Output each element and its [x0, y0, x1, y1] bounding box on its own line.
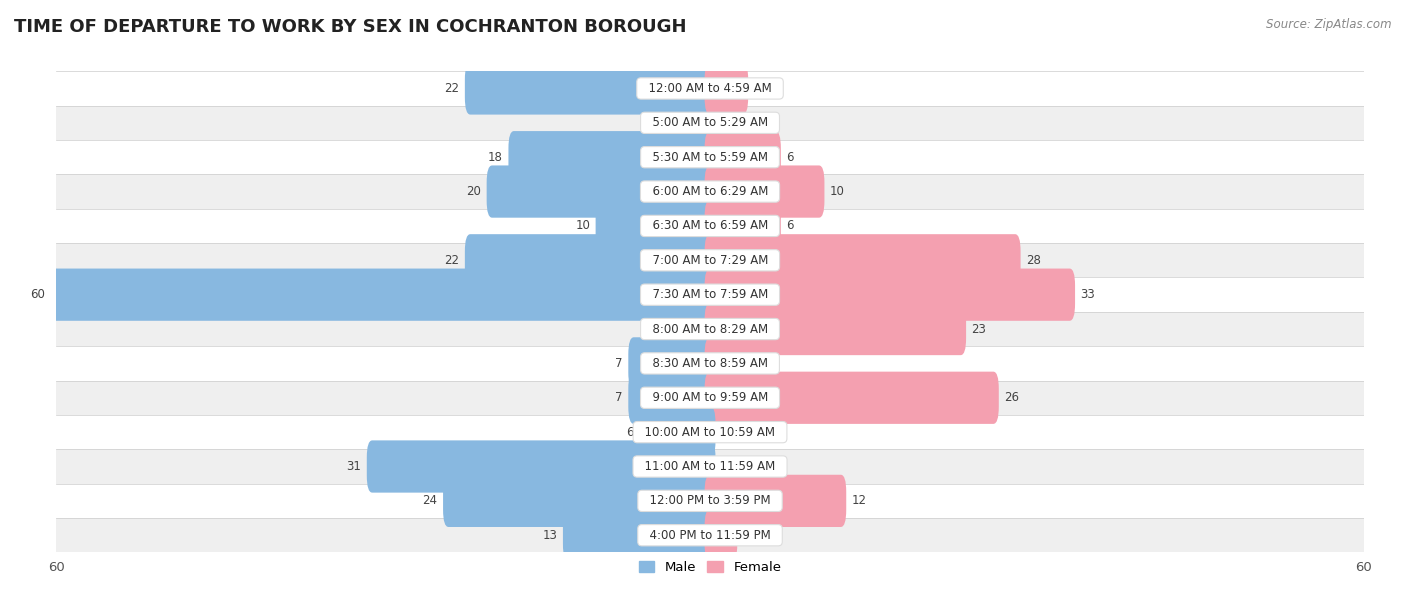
Legend: Male, Female: Male, Female — [633, 556, 787, 580]
Text: 6: 6 — [626, 426, 634, 438]
Bar — [56, 140, 1364, 175]
Text: 11:00 AM to 11:59 AM: 11:00 AM to 11:59 AM — [637, 460, 783, 473]
Text: 23: 23 — [972, 323, 987, 336]
Text: 7:30 AM to 7:59 AM: 7:30 AM to 7:59 AM — [645, 288, 775, 301]
Text: 10: 10 — [830, 185, 845, 198]
Text: 6:00 AM to 6:29 AM: 6:00 AM to 6:29 AM — [644, 185, 776, 198]
Text: 13: 13 — [543, 529, 558, 542]
Text: 24: 24 — [423, 494, 437, 507]
Bar — [56, 346, 1364, 381]
Text: 60: 60 — [31, 288, 45, 301]
Text: 8:00 AM to 8:29 AM: 8:00 AM to 8:29 AM — [645, 323, 775, 336]
Bar — [56, 312, 1364, 346]
Bar — [56, 71, 1364, 106]
Text: 12: 12 — [852, 494, 866, 507]
FancyBboxPatch shape — [704, 62, 748, 115]
Bar — [56, 518, 1364, 552]
Text: 33: 33 — [1080, 288, 1095, 301]
Bar — [56, 484, 1364, 518]
Text: 12:00 PM to 3:59 PM: 12:00 PM to 3:59 PM — [643, 494, 778, 507]
Text: 12:00 AM to 4:59 AM: 12:00 AM to 4:59 AM — [641, 82, 779, 95]
Text: 10: 10 — [575, 219, 591, 232]
FancyBboxPatch shape — [704, 166, 824, 217]
Text: 3: 3 — [659, 323, 666, 336]
Bar — [56, 449, 1364, 484]
Text: 26: 26 — [1004, 391, 1019, 405]
Text: 3: 3 — [754, 82, 761, 95]
Bar — [56, 208, 1364, 243]
Text: 8:30 AM to 8:59 AM: 8:30 AM to 8:59 AM — [645, 357, 775, 370]
Text: 10:00 AM to 10:59 AM: 10:00 AM to 10:59 AM — [637, 426, 783, 438]
FancyBboxPatch shape — [704, 509, 737, 561]
Text: 5:30 AM to 5:59 AM: 5:30 AM to 5:59 AM — [645, 151, 775, 164]
Text: 20: 20 — [467, 185, 481, 198]
FancyBboxPatch shape — [704, 337, 748, 390]
Bar — [56, 415, 1364, 449]
Text: 9:00 AM to 9:59 AM: 9:00 AM to 9:59 AM — [645, 391, 775, 405]
Text: 0: 0 — [721, 460, 728, 473]
Text: 22: 22 — [444, 254, 460, 267]
Bar — [56, 277, 1364, 312]
Text: 6: 6 — [786, 151, 794, 164]
FancyBboxPatch shape — [704, 268, 1076, 321]
Text: 0: 0 — [692, 116, 699, 129]
Text: 2: 2 — [742, 529, 751, 542]
FancyBboxPatch shape — [596, 200, 716, 252]
Text: 6:30 AM to 6:59 AM: 6:30 AM to 6:59 AM — [645, 219, 775, 232]
Text: 22: 22 — [444, 82, 460, 95]
FancyBboxPatch shape — [640, 406, 716, 458]
FancyBboxPatch shape — [509, 131, 716, 184]
Bar — [56, 243, 1364, 277]
Text: 3: 3 — [754, 357, 761, 370]
FancyBboxPatch shape — [465, 62, 716, 115]
FancyBboxPatch shape — [704, 475, 846, 527]
Text: TIME OF DEPARTURE TO WORK BY SEX IN COCHRANTON BOROUGH: TIME OF DEPARTURE TO WORK BY SEX IN COCH… — [14, 18, 686, 36]
Bar — [56, 175, 1364, 208]
Text: 31: 31 — [346, 460, 361, 473]
FancyBboxPatch shape — [628, 372, 716, 424]
Text: 7: 7 — [616, 391, 623, 405]
Text: 0: 0 — [721, 116, 728, 129]
Text: Source: ZipAtlas.com: Source: ZipAtlas.com — [1267, 18, 1392, 31]
FancyBboxPatch shape — [704, 303, 966, 355]
FancyBboxPatch shape — [704, 200, 780, 252]
FancyBboxPatch shape — [367, 440, 716, 492]
Text: 4:00 PM to 11:59 PM: 4:00 PM to 11:59 PM — [643, 529, 778, 542]
FancyBboxPatch shape — [704, 234, 1021, 286]
Bar — [56, 106, 1364, 140]
Bar — [56, 381, 1364, 415]
FancyBboxPatch shape — [704, 131, 780, 184]
Text: 18: 18 — [488, 151, 503, 164]
Text: 28: 28 — [1026, 254, 1040, 267]
FancyBboxPatch shape — [704, 372, 998, 424]
FancyBboxPatch shape — [465, 234, 716, 286]
Text: 7: 7 — [616, 357, 623, 370]
Text: 7:00 AM to 7:29 AM: 7:00 AM to 7:29 AM — [644, 254, 776, 267]
Text: 6: 6 — [786, 219, 794, 232]
FancyBboxPatch shape — [562, 509, 716, 561]
Text: 5:00 AM to 5:29 AM: 5:00 AM to 5:29 AM — [645, 116, 775, 129]
Text: 0: 0 — [721, 426, 728, 438]
FancyBboxPatch shape — [51, 268, 716, 321]
FancyBboxPatch shape — [486, 166, 716, 217]
FancyBboxPatch shape — [628, 337, 716, 390]
FancyBboxPatch shape — [672, 303, 716, 355]
FancyBboxPatch shape — [443, 475, 716, 527]
